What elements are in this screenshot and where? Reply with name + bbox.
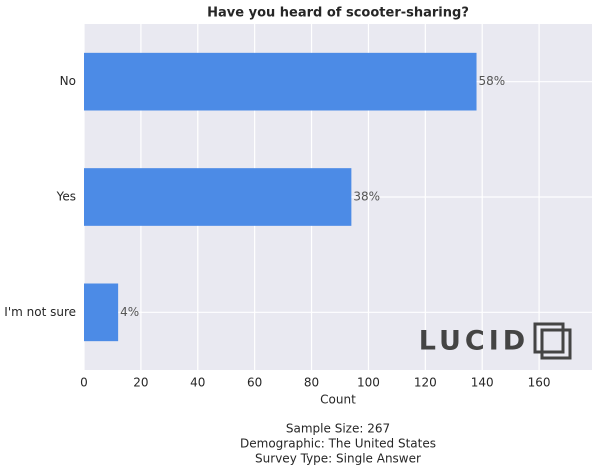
bar: [84, 168, 352, 226]
x-tick-label: 160: [528, 376, 551, 390]
logo: LUCID: [419, 322, 572, 360]
value-label: 58%: [479, 74, 506, 88]
x-tick-label: 100: [357, 376, 380, 390]
x-tick-label: 140: [471, 376, 494, 390]
y-tick-label: No: [60, 74, 76, 88]
x-axis-label: Count: [320, 393, 356, 407]
logo-square: [540, 328, 572, 360]
chart-title: Have you heard of scooter-sharing?: [207, 6, 469, 21]
x-tick-label: 60: [247, 376, 262, 390]
logo-square: [533, 322, 565, 354]
logo-text: LUCID: [419, 326, 529, 357]
x-tick-label: 0: [80, 376, 88, 390]
value-label: 38%: [353, 190, 380, 204]
bar: [84, 52, 477, 111]
footer-text: Sample Size: 267: [286, 422, 390, 436]
y-tick-label: Yes: [56, 190, 76, 204]
footer-text: Demographic: The United States: [240, 437, 436, 451]
x-tick-label: 80: [304, 376, 319, 390]
bar: [84, 283, 119, 342]
value-label: 4%: [120, 305, 139, 319]
y-tick-label: I'm not sure: [4, 305, 76, 319]
x-tick-label: 40: [190, 376, 205, 390]
x-tick-label: 120: [414, 376, 437, 390]
x-tick-label: 20: [133, 376, 148, 390]
footer-text: Survey Type: Single Answer: [255, 452, 421, 466]
